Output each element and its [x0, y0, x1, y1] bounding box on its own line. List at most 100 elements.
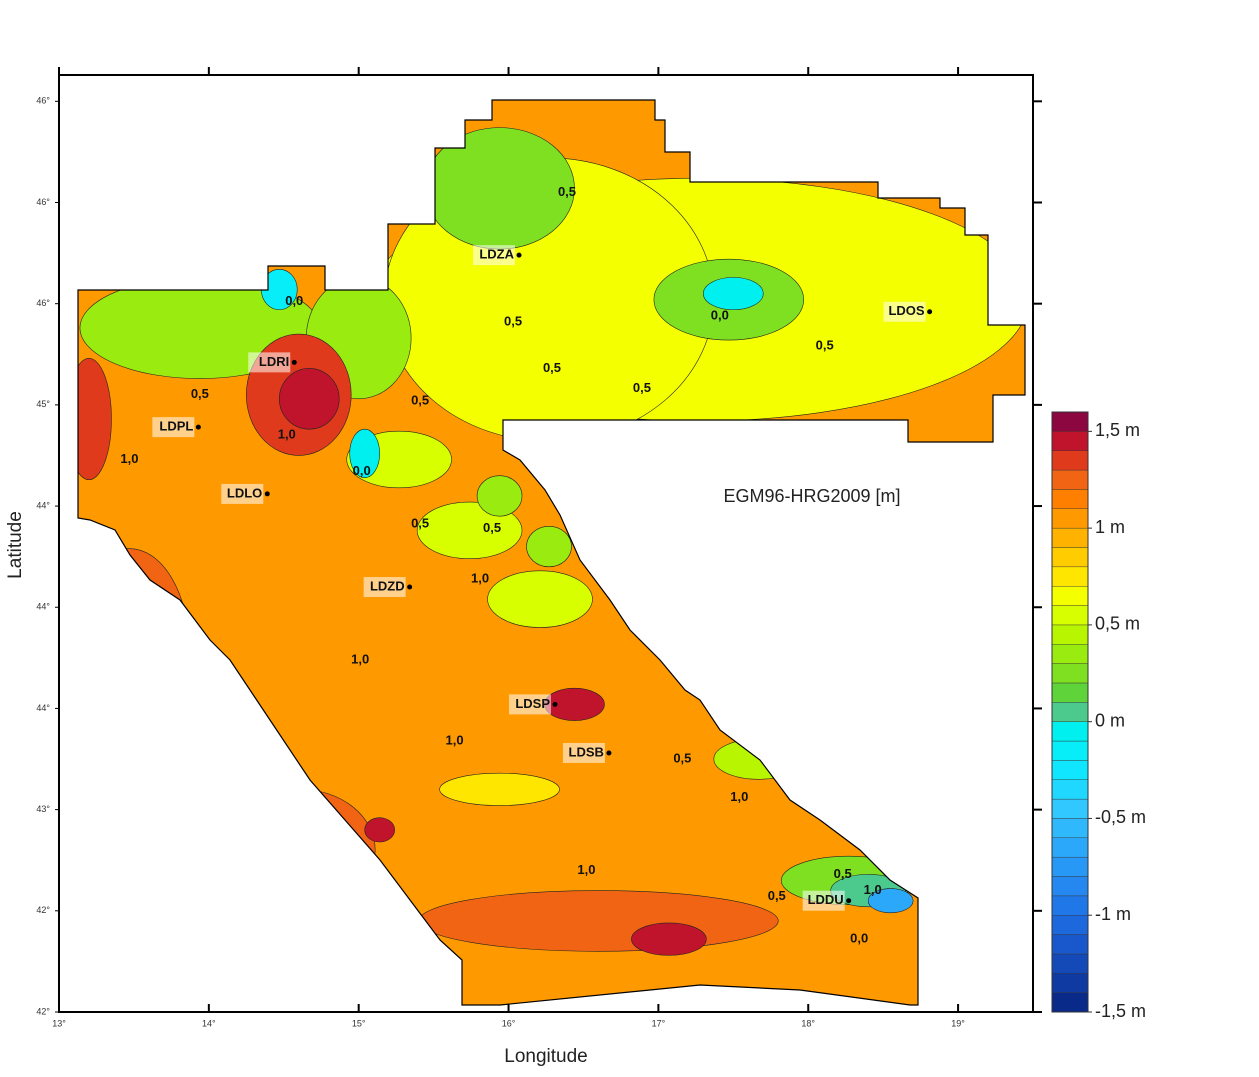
- station-point: [195, 424, 201, 430]
- colorbar-band: [1051, 721, 1089, 742]
- contour-label: 0,5: [191, 386, 209, 401]
- colorbar-band: [1051, 740, 1089, 761]
- colorbar-band: [1051, 508, 1089, 529]
- station-point: [291, 359, 297, 365]
- y-tick-label: 44°: [36, 500, 50, 510]
- colorbar-band: [1051, 760, 1089, 780]
- colorbar-band: [1051, 682, 1089, 703]
- station-label-bg: [248, 352, 291, 373]
- y-tick-label: 46°: [36, 197, 50, 207]
- field-cell: [476, 475, 523, 517]
- colorbar-tick-label: -1 m: [1095, 904, 1131, 924]
- colorbar-band: [1051, 663, 1089, 684]
- y-tick-label: 44°: [36, 602, 50, 612]
- colorbar-band: [1051, 818, 1089, 839]
- colorbar-band: [1051, 624, 1089, 645]
- x-tick-label: 14°: [202, 1018, 216, 1028]
- colorbar-band: [1051, 644, 1089, 664]
- colorbar-band: [1051, 856, 1089, 877]
- contour-label: 1,0: [351, 651, 369, 666]
- contour-label: 0,0: [711, 307, 729, 322]
- colorbar-band: [1051, 450, 1089, 471]
- contour-label: 0,5: [483, 520, 501, 535]
- colorbar-band: [1051, 702, 1089, 722]
- station-label-bg: [473, 245, 516, 266]
- contour-label: 0,5: [633, 380, 651, 395]
- colorbar-tick-label: 0 m: [1095, 710, 1125, 730]
- region-outline: [77, 99, 1026, 1006]
- colorbar-band: [1051, 411, 1089, 432]
- colorbar-band: [1051, 527, 1089, 548]
- field-cell: [278, 368, 340, 430]
- contour-label: 0,5: [834, 866, 852, 881]
- y-tick-label: 46°: [36, 298, 50, 308]
- y-axis-label: Latitude: [5, 511, 26, 579]
- station-label: LDSB: [569, 744, 604, 759]
- station-label-bg: [802, 890, 845, 911]
- station-point: [606, 750, 612, 756]
- station-label: LDOS: [888, 303, 924, 318]
- colorbar-tick-label: 1,5 m: [1095, 420, 1140, 440]
- station-label-bg: [883, 301, 926, 322]
- colorbar-band: [1051, 973, 1089, 993]
- geoid-field: [78, 100, 1025, 1005]
- station-point: [264, 491, 270, 497]
- station-point: [846, 898, 852, 904]
- station-point: [927, 309, 933, 315]
- contour-label: 1,0: [120, 451, 138, 466]
- x-tick-label: 13°: [52, 1018, 66, 1028]
- y-tick-label: 44°: [36, 703, 50, 713]
- x-tick-label: 19°: [951, 1018, 965, 1028]
- y-tick-label: 42°: [36, 1006, 50, 1016]
- plot-frame: [58, 74, 1034, 1013]
- colorbar-band: [1051, 605, 1089, 626]
- colorbar-tick-label: -1,5 m: [1095, 1001, 1146, 1021]
- y-tick-label: 43°: [36, 804, 50, 814]
- colorbar-tick-label: 0,5 m: [1095, 614, 1140, 634]
- x-axis-label: Longitude: [504, 1046, 587, 1067]
- y-tick-label: 45°: [36, 399, 50, 409]
- station-point: [552, 701, 558, 707]
- contour-label: 0,0: [353, 463, 371, 478]
- x-tick-label: 17°: [652, 1018, 666, 1028]
- station-label: LDZD: [370, 578, 405, 593]
- x-tick-label: 16°: [502, 1018, 516, 1028]
- field-cell: [526, 525, 572, 568]
- field-cell: [439, 772, 560, 806]
- contour-label: 1,0: [730, 789, 748, 804]
- contour-label: 1,0: [446, 732, 464, 747]
- y-tick-label: 42°: [36, 905, 50, 915]
- colorbar-band: [1051, 469, 1089, 490]
- field-cell: [631, 922, 707, 956]
- colorbar-band: [1051, 431, 1089, 451]
- contour-label: 0,0: [850, 931, 868, 946]
- station-label: LDSP: [515, 696, 550, 711]
- field-cell: [349, 428, 380, 479]
- colorbar-band: [1051, 837, 1089, 858]
- station-label: LDDU: [808, 892, 844, 907]
- contour-label: 1,0: [864, 882, 882, 897]
- contour-label: 0,5: [504, 313, 522, 328]
- colorbar-band: [1051, 953, 1089, 974]
- station-label-bg: [152, 417, 195, 438]
- colorbar-frame: [1051, 411, 1089, 1013]
- colorbar-band: [1051, 547, 1089, 568]
- contour-label: 0,0: [285, 293, 303, 308]
- field-cell: [78, 358, 112, 481]
- station-label-bg: [508, 694, 551, 715]
- field-cell: [424, 127, 575, 250]
- annotations: 0,0 0,5 0,5 0,0 0,5 0,5 0,5 0,5 0,5 1,0 1,0 0,0 0,5 0…: [120, 184, 933, 946]
- contour-label: 1,0: [471, 570, 489, 585]
- colorbar-band: [1051, 489, 1089, 509]
- colorbar-band: [1051, 779, 1089, 800]
- x-tick-label: 18°: [801, 1018, 815, 1028]
- contour-label: 1,0: [278, 427, 296, 442]
- station-label: LDZA: [479, 247, 514, 262]
- field-cell: [418, 890, 779, 952]
- field-cell: [78, 548, 190, 752]
- contour-label: 0,5: [543, 360, 561, 375]
- station-label: LDLO: [227, 485, 262, 500]
- colorbar-band: [1051, 876, 1089, 897]
- contour-label: 1,0: [577, 862, 595, 877]
